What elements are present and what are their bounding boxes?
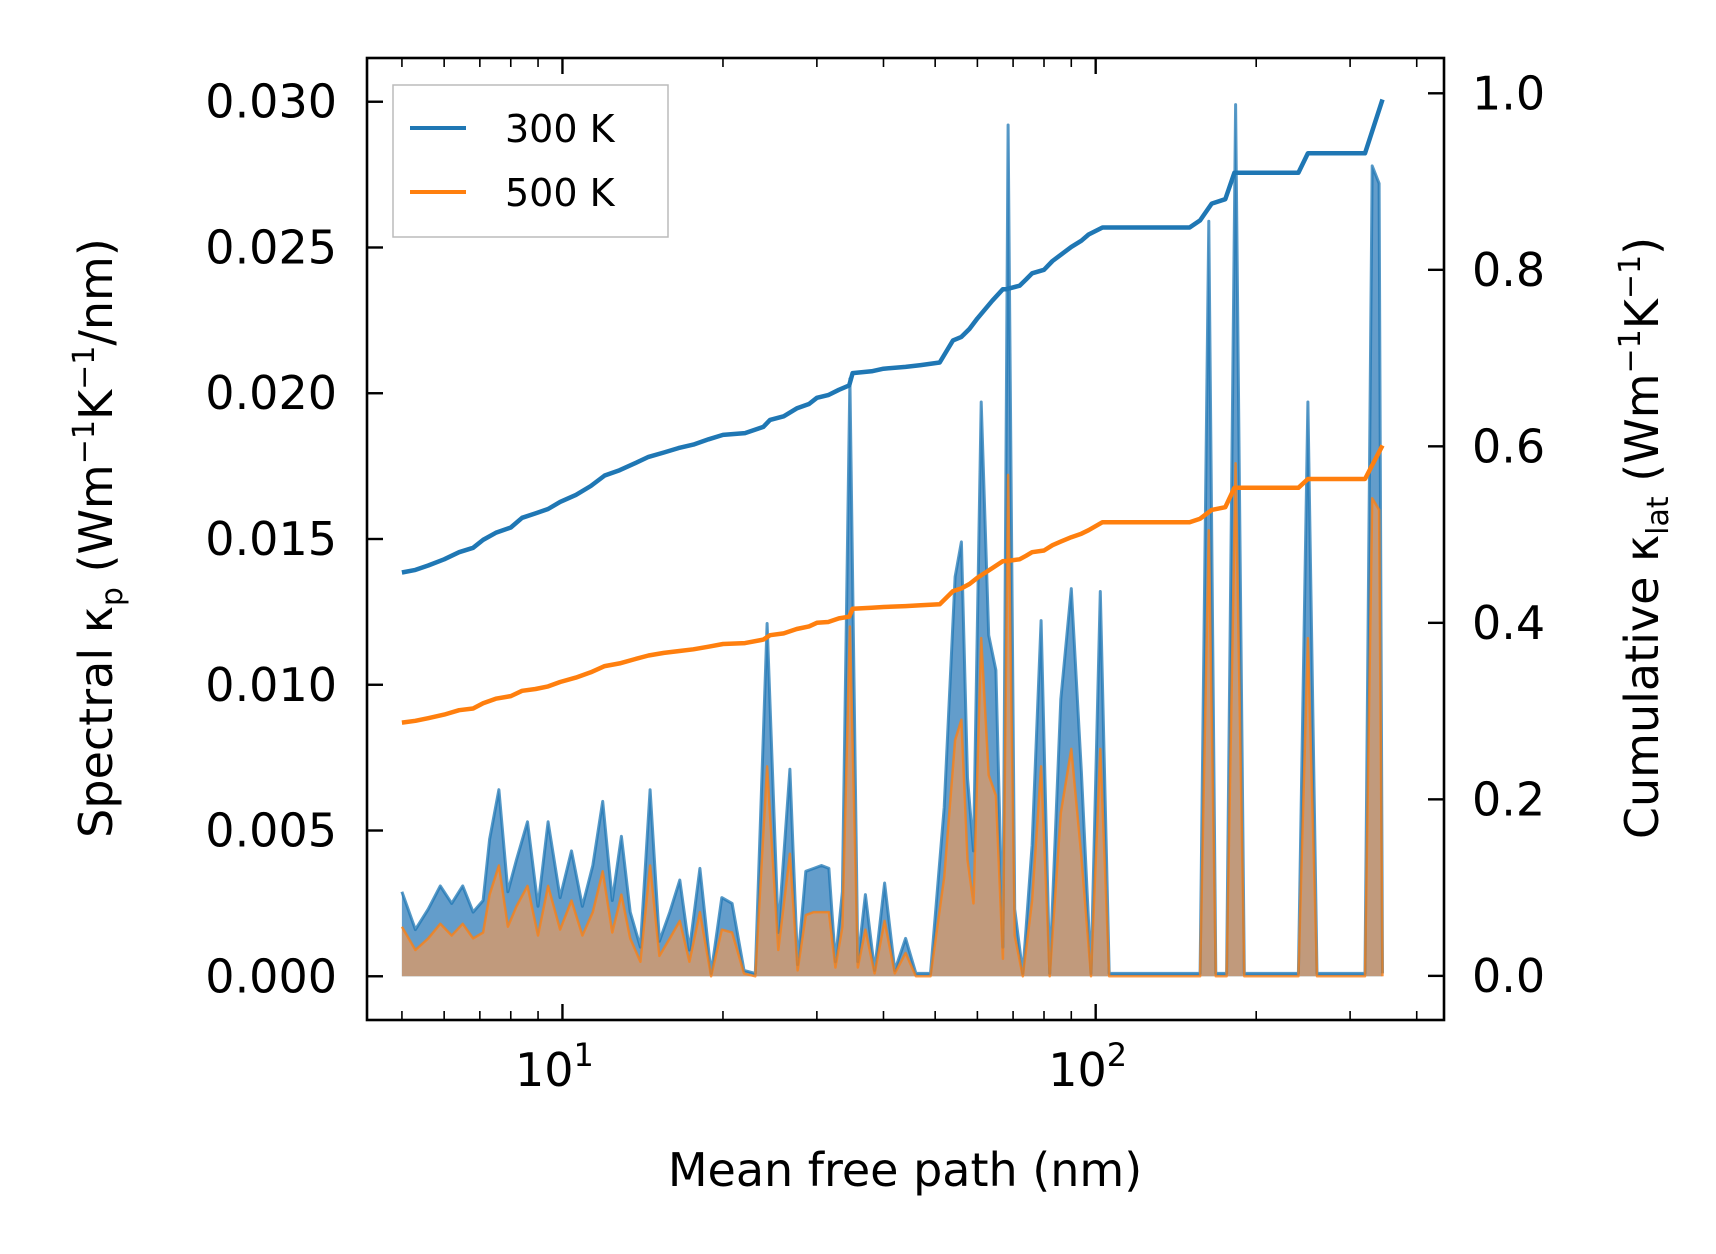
y-right-tick-label-0.4: 0.4 [1472, 596, 1545, 650]
cumulative-line-300k [401, 98, 1385, 575]
legend: 300 K 500 K [392, 84, 669, 238]
legend-label-300k: 300 K [505, 107, 616, 151]
legend-label-500k: 500 K [505, 171, 616, 215]
y-right-tick-label-1.0: 1.0 [1472, 66, 1545, 120]
spectral-lines-layer [400, 103, 1384, 978]
y-left-tick-label-0.025: 0.025 [205, 220, 337, 274]
cumulative-line-500k [401, 444, 1385, 725]
y-right-tick-label-0.8: 0.8 [1472, 243, 1545, 297]
y-left-tick-label-0.020: 0.020 [205, 366, 337, 420]
y-left-tick-label-0.000: 0.000 [205, 949, 337, 1003]
y-right-tick-label-0.6: 0.6 [1472, 419, 1545, 473]
y-left-tick-label-0.015: 0.015 [205, 512, 337, 566]
x-tick-label-100: 102 [1048, 1036, 1127, 1097]
tick-labels-layer: 101 1020.0000.0050.0100.0150.0200.0250.03… [205, 66, 1545, 1097]
y-left-tick-label-0.030: 0.030 [205, 75, 337, 129]
ticks-layer [367, 58, 1444, 1020]
x-tick-label-10: 101 [515, 1036, 594, 1097]
y-axis-left-label: Spectral κp (Wm−1K−1/nm) [67, 238, 130, 838]
spectral-fill-500k [401, 463, 1383, 977]
x-axis-label: Mean free path (nm) [668, 1143, 1142, 1197]
y-left-tick-label-0.005: 0.005 [205, 804, 337, 858]
spectral-line-500k [400, 461, 1384, 978]
y-left-tick-label-0.010: 0.010 [205, 658, 337, 712]
legend-frame [392, 84, 669, 238]
fills-layer [401, 104, 1383, 977]
y-right-tick-label-0.2: 0.2 [1472, 772, 1545, 826]
y-axis-right-label: Cumulative κlat (Wm−1K−1) [1613, 237, 1676, 839]
cumulative-lines-layer [401, 98, 1385, 725]
y-right-tick-label-0.0: 0.0 [1472, 949, 1545, 1003]
